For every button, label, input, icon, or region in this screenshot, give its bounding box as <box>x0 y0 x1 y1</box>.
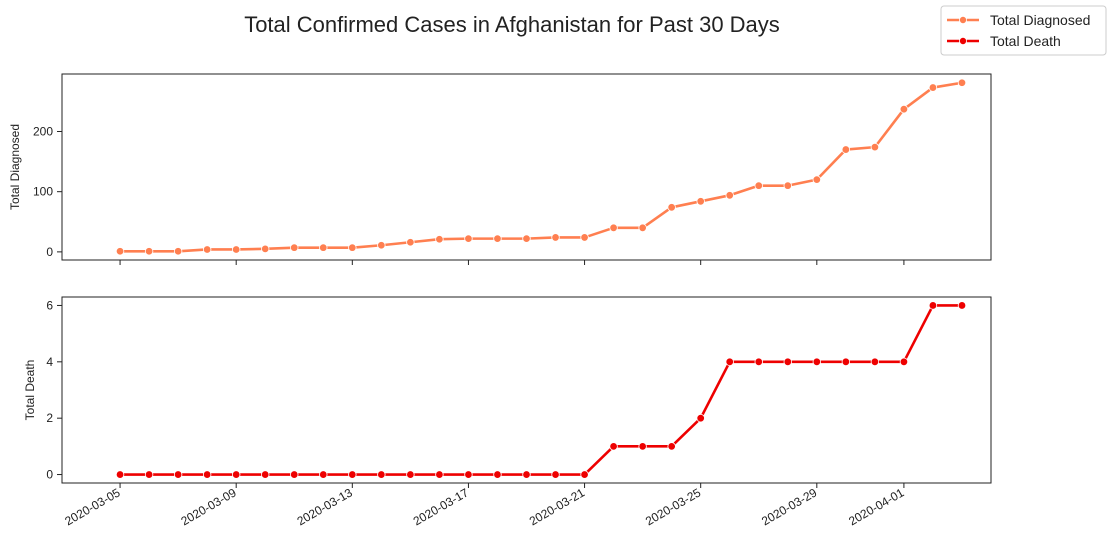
data-point <box>522 470 531 479</box>
data-point <box>435 470 444 479</box>
data-point <box>667 442 676 451</box>
data-point <box>435 235 444 244</box>
data-point <box>406 238 415 247</box>
y-axis-label-bottom: Total Death <box>23 360 37 421</box>
data-point <box>580 233 589 242</box>
data-point <box>551 470 560 479</box>
data-point <box>377 241 386 250</box>
data-point <box>406 470 415 479</box>
data-point <box>202 245 212 254</box>
x-tick-label: 2020-03-17 <box>411 485 471 528</box>
data-point <box>377 470 386 479</box>
data-point <box>696 413 705 423</box>
data-point <box>783 357 792 367</box>
data-point <box>667 203 676 212</box>
y-tick-label: 200 <box>33 124 53 138</box>
panel-total-diagnosed: 0 100 200 Total Diagnosed <box>8 73 992 265</box>
series-total-death <box>115 301 967 479</box>
data-point <box>231 470 241 479</box>
data-point <box>899 105 909 114</box>
data-point <box>696 197 705 206</box>
data-point <box>551 233 560 242</box>
data-point <box>957 301 967 310</box>
x-tick-label: 2020-03-13 <box>295 485 355 528</box>
series-line <box>120 81 963 253</box>
data-point <box>115 247 125 256</box>
data-point <box>493 234 502 243</box>
y-tick-label: 0 <box>46 468 53 482</box>
data-point <box>348 470 357 479</box>
data-point <box>580 470 589 479</box>
legend-marker-total-diagnosed <box>959 15 968 24</box>
legend-label-total-death: Total Death <box>990 33 1061 49</box>
y-tick-label: 100 <box>33 185 53 199</box>
legend: Total Diagnosed Total Death <box>940 5 1107 56</box>
plot-frame-bottom <box>61 296 992 484</box>
data-point <box>754 181 763 190</box>
data-point <box>812 357 822 367</box>
data-point <box>261 244 270 254</box>
x-tick-label: 2020-03-29 <box>759 485 819 528</box>
series-line <box>120 304 962 476</box>
data-point <box>638 223 647 232</box>
data-point <box>319 243 328 252</box>
data-point <box>841 357 851 367</box>
legend-box <box>940 5 1107 56</box>
data-point <box>319 470 328 479</box>
x-tick-label: 2020-03-05 <box>62 485 122 528</box>
data-point <box>231 245 241 254</box>
data-point <box>202 470 212 479</box>
data-point <box>870 142 880 152</box>
data-point <box>609 223 618 232</box>
y-tick-label: 2 <box>46 411 53 425</box>
x-tick-label: 2020-03-21 <box>527 485 587 528</box>
y-axis-bottom: 0 2 4 6 <box>46 298 62 482</box>
data-point <box>638 442 647 451</box>
y-axis-label-top: Total Diagnosed <box>8 124 22 210</box>
data-point <box>290 470 299 479</box>
data-point <box>173 470 183 479</box>
y-tick-label: 0 <box>46 245 53 259</box>
y-tick-label: 6 <box>46 298 53 312</box>
data-point <box>144 247 154 256</box>
series-total-diagnosed <box>115 78 967 256</box>
data-point <box>348 243 357 252</box>
data-point <box>115 470 125 479</box>
data-point <box>173 247 183 256</box>
legend-label-total-diagnosed: Total Diagnosed <box>990 12 1090 28</box>
x-axis-top <box>119 260 905 265</box>
data-point <box>464 234 473 243</box>
data-point <box>261 470 270 479</box>
data-point <box>841 145 851 154</box>
x-axis-bottom: 2020-03-05 2020-03-09 2020-03-13 2020-03-17… <box>62 483 907 528</box>
data-point <box>290 243 299 252</box>
y-axis-top: 0 100 200 <box>33 124 62 259</box>
plot-frame-top <box>61 73 992 261</box>
data-point <box>783 181 792 190</box>
data-point <box>493 470 502 479</box>
data-point <box>957 78 967 87</box>
data-point <box>609 442 618 451</box>
data-point <box>144 470 154 479</box>
y-tick-label: 4 <box>46 355 53 369</box>
data-point <box>464 470 473 479</box>
data-point <box>899 357 909 367</box>
x-tick-label: 2020-04-01 <box>846 485 906 528</box>
data-point <box>928 83 938 92</box>
data-point <box>522 234 531 243</box>
data-point <box>928 301 938 310</box>
data-point <box>754 357 763 367</box>
data-point <box>725 191 734 200</box>
x-tick-label: 2020-03-09 <box>179 485 239 528</box>
legend-marker-total-death <box>959 37 968 46</box>
data-point <box>725 357 734 367</box>
data-point <box>870 357 880 367</box>
chart-title: Total Confirmed Cases in Afghanistan for… <box>244 12 780 37</box>
data-point <box>812 175 822 184</box>
x-tick-label: 2020-03-25 <box>643 485 703 528</box>
